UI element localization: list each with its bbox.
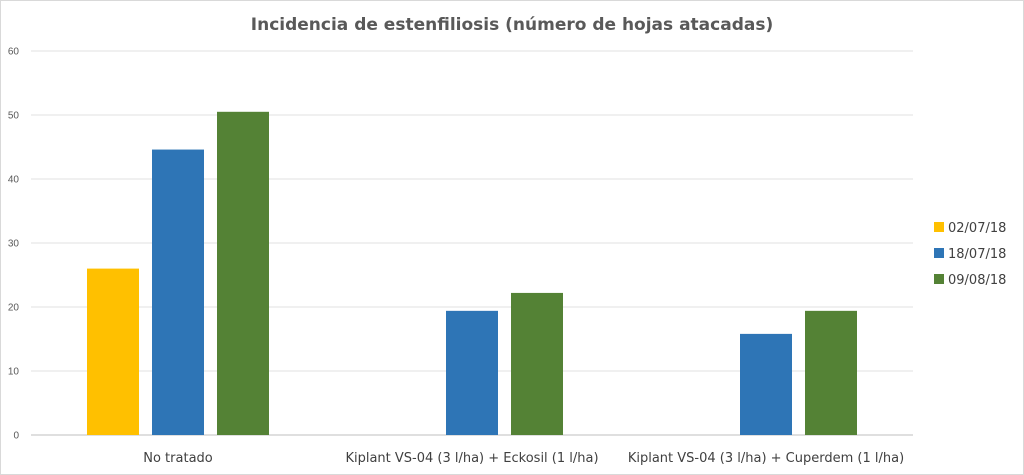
bar: [152, 149, 204, 435]
x-category-label: No tratado: [143, 451, 213, 466]
legend-swatch: [934, 222, 944, 232]
bar: [805, 310, 857, 435]
x-category-label: Kiplant VS-04 (3 l/ha) + Eckosil (1 l/ha…: [345, 451, 598, 466]
legend-swatch: [934, 274, 944, 284]
y-tick-label: 50: [8, 111, 20, 122]
legend-label: 09/08/18: [948, 273, 1006, 288]
chart-title: Incidencia de estenfiliosis (número de h…: [251, 15, 773, 35]
y-tick-label: 60: [8, 47, 20, 58]
bar: [740, 333, 792, 435]
legend-label: 02/07/18: [948, 221, 1006, 236]
y-tick-label: 40: [8, 175, 20, 186]
y-axis-ticks: 0 10 20 30 40 50 60: [8, 47, 20, 442]
legend-label: 18/07/18: [948, 247, 1006, 262]
y-tick-label: 10: [8, 367, 20, 378]
legend-swatch: [934, 248, 944, 258]
legend: 02/07/18 18/07/18 09/08/18: [934, 221, 1006, 288]
bar: [446, 310, 498, 435]
bar: [217, 111, 269, 436]
y-tick-label: 30: [8, 239, 20, 250]
y-tick-label: 20: [8, 303, 20, 314]
bar: [511, 292, 563, 435]
x-category-label: Kiplant VS-04 (3 l/ha) + Cuperdem (1 l/h…: [628, 451, 904, 466]
x-axis-categories: No tratado Kiplant VS-04 (3 l/ha) + Eckos…: [143, 451, 904, 466]
y-tick-label: 0: [13, 431, 19, 442]
bar: [87, 268, 139, 435]
bars: [87, 111, 857, 436]
